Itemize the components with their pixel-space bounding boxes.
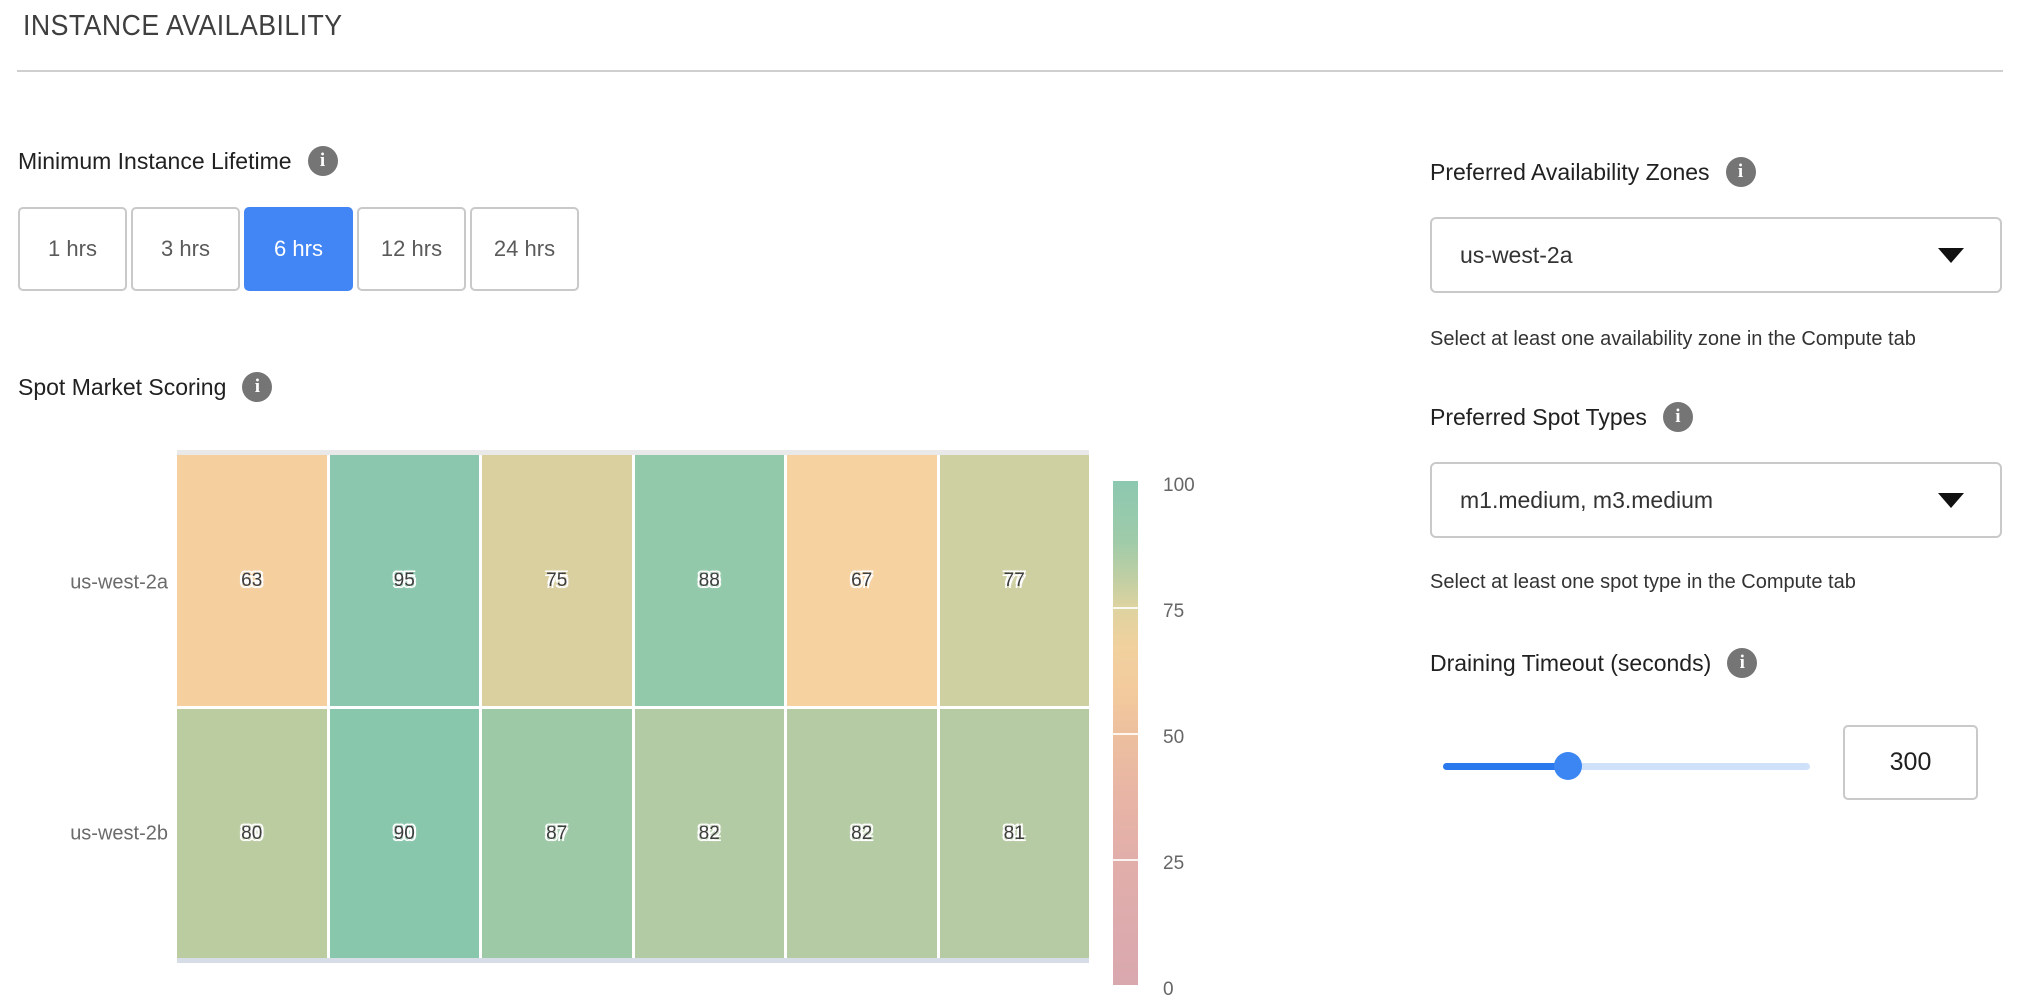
lifetime-label: Minimum Instance Lifetime xyxy=(18,147,292,174)
colorbar-tick-label: 100 xyxy=(1163,475,1195,496)
az-label-row: Preferred Availability Zones i xyxy=(1430,157,1756,187)
az-helper-text: Select at least one availability zone in… xyxy=(1430,328,1916,350)
heatmap-cell: 82 xyxy=(787,709,937,958)
heatmap-cell-value: 81 xyxy=(1003,822,1025,844)
lifetime-button-group: 1 hrs 3 hrs 6 hrs 12 hrs 24 hrs xyxy=(18,207,579,291)
heatmap-top-edge xyxy=(177,450,1089,455)
heatmap-row-label: us-west-2a xyxy=(70,571,168,594)
caret-down-icon xyxy=(1938,247,1964,263)
preferred-spot-types-select[interactable]: m1.medium, m3.medium xyxy=(1430,462,2002,538)
colorbar-tick-line xyxy=(1113,607,1138,609)
heatmap-cell: 95 xyxy=(329,455,479,706)
heatmap-cell: 77 xyxy=(939,455,1089,706)
scoring-label-row: Spot Market Scoring i xyxy=(18,372,273,402)
colorbar-tick-label: 75 xyxy=(1163,601,1185,622)
heatmap-cell-value: 87 xyxy=(546,822,568,844)
colorbar-tick-line xyxy=(1113,859,1138,861)
heatmap-cell-value: 75 xyxy=(546,569,568,591)
info-icon[interactable]: i xyxy=(1725,157,1756,187)
draining-timeout-value: 300 xyxy=(1889,748,1932,776)
heatmap-cell-value: 90 xyxy=(393,822,415,844)
header-divider xyxy=(17,70,2003,72)
lifetime-option-3-hrs[interactable]: 3 hrs xyxy=(131,207,240,291)
info-icon[interactable]: i xyxy=(1727,648,1758,678)
scoring-label: Spot Market Scoring xyxy=(18,373,227,400)
lifetime-option-6-hrs[interactable]: 6 hrs xyxy=(244,207,353,291)
heatmap-cell: 87 xyxy=(482,709,632,958)
info-icon[interactable]: i xyxy=(242,372,273,402)
colorbar-tick-label: 0 xyxy=(1163,979,1174,1000)
heatmap-bottom-edge xyxy=(177,958,1089,963)
heatmap-cell-value: 95 xyxy=(393,569,415,591)
page-title: INSTANCE AVAILABILITY xyxy=(23,10,343,42)
heatmap-cell: 81 xyxy=(939,709,1089,958)
caret-down-icon xyxy=(1938,492,1964,508)
spot-market-heatmap: 63 95 75 88 67 77 80 90 87 82 82 81 xyxy=(177,455,1089,958)
preferred-az-value: us-west-2a xyxy=(1460,241,1573,268)
heatmap-cell: 75 xyxy=(482,455,632,706)
slider-thumb[interactable] xyxy=(1553,752,1582,780)
heatmap-cell-value: 63 xyxy=(241,569,263,591)
slider-fill xyxy=(1443,763,1568,770)
heatmap-cell: 63 xyxy=(177,455,327,706)
spot-types-label: Preferred Spot Types xyxy=(1430,403,1647,430)
colorbar-tick-label: 25 xyxy=(1163,853,1185,874)
colorbar-tick-label: 50 xyxy=(1163,727,1185,748)
draining-timeout-slider[interactable] xyxy=(1443,752,1810,780)
draining-timeout-input[interactable]: 300 xyxy=(1843,725,1978,800)
lifetime-option-1-hrs[interactable]: 1 hrs xyxy=(18,207,127,291)
heatmap-row-label: us-west-2b xyxy=(70,822,168,845)
draining-timeout-label-row: Draining Timeout (seconds) i xyxy=(1430,648,1758,678)
lifetime-option-24-hrs[interactable]: 24 hrs xyxy=(470,207,579,291)
heatmap-cell: 82 xyxy=(634,709,784,958)
spot-types-helper-text: Select at least one spot type in the Com… xyxy=(1430,571,1856,593)
info-icon[interactable]: i xyxy=(307,146,338,176)
heatmap-cell: 67 xyxy=(787,455,937,706)
heatmap-cell-value: 67 xyxy=(851,569,873,591)
preferred-az-select[interactable]: us-west-2a xyxy=(1430,217,2002,293)
heatmap-cell-value: 82 xyxy=(698,822,720,844)
heatmap-cell-value: 80 xyxy=(241,822,263,844)
heatmap-cell-value: 77 xyxy=(1003,569,1025,591)
info-icon[interactable]: i xyxy=(1662,402,1693,432)
heatmap-cell: 80 xyxy=(177,709,327,958)
heatmap-cell: 88 xyxy=(634,455,784,706)
lifetime-option-12-hrs[interactable]: 12 hrs xyxy=(357,207,466,291)
spot-types-label-row: Preferred Spot Types i xyxy=(1430,402,1693,432)
heatmap-colorbar xyxy=(1113,481,1138,985)
preferred-spot-types-value: m1.medium, m3.medium xyxy=(1460,486,1714,513)
heatmap-cell-value: 88 xyxy=(698,569,720,591)
heatmap-cell: 90 xyxy=(329,709,479,958)
draining-timeout-label: Draining Timeout (seconds) xyxy=(1430,649,1712,676)
lifetime-label-row: Minimum Instance Lifetime i xyxy=(18,146,338,176)
heatmap-cell-value: 82 xyxy=(851,822,873,844)
colorbar-tick-line xyxy=(1113,733,1138,735)
az-label: Preferred Availability Zones xyxy=(1430,158,1710,185)
